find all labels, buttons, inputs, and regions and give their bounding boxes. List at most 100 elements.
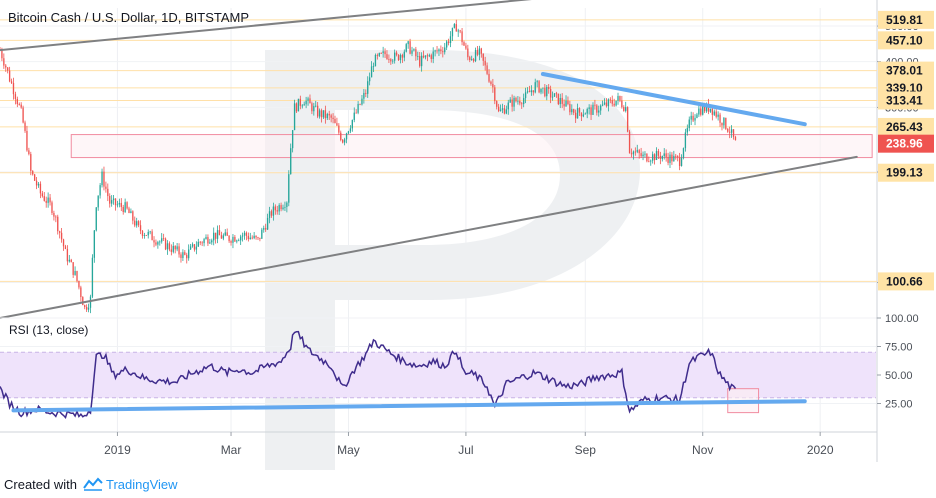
- time-tick-label: Mar: [221, 443, 242, 457]
- candle-body: [305, 100, 307, 105]
- candle-body: [257, 237, 259, 239]
- level-label-bg: [878, 91, 934, 110]
- candle-body: [207, 237, 209, 244]
- candle-body: [467, 48, 469, 58]
- candle-body: [609, 99, 611, 101]
- candle-body: [519, 100, 521, 104]
- candle-body: [365, 92, 367, 94]
- candle-body: [136, 221, 138, 226]
- candle-body: [295, 103, 298, 112]
- candle-body: [5, 65, 7, 68]
- candle-body: [444, 47, 446, 53]
- candle-body: [109, 196, 111, 204]
- level-label-bg: [878, 61, 934, 80]
- footer-prefix: Created with: [4, 476, 77, 492]
- candle-body: [411, 50, 413, 54]
- candle-body: [644, 153, 646, 155]
- candle-body: [651, 154, 654, 161]
- candle-body: [278, 205, 280, 212]
- candle-body: [636, 150, 638, 152]
- level-label-bg: [878, 10, 934, 29]
- candle-body: [172, 245, 174, 252]
- candle-body: [230, 241, 232, 243]
- candle-body: [251, 237, 253, 239]
- candle-body: [619, 96, 621, 101]
- candle-body: [191, 244, 194, 247]
- candle-body: [266, 217, 269, 230]
- trend-lines: [0, 0, 858, 319]
- candle-body: [623, 107, 625, 111]
- candle-body: [293, 103, 296, 131]
- candle-body: [594, 104, 596, 106]
- candle-body: [471, 59, 473, 61]
- candle-body: [107, 188, 109, 197]
- candle-body: [565, 100, 567, 107]
- candle-body: [28, 150, 30, 155]
- candle-body: [116, 204, 119, 206]
- candle-body: [607, 99, 610, 107]
- candle-body: [222, 235, 225, 239]
- candle-body: [60, 232, 63, 240]
- candle-body: [236, 240, 238, 242]
- watermark-r-shape: [265, 50, 640, 470]
- tradingview-logo-icon[interactable]: [83, 477, 103, 491]
- candle-body: [247, 235, 250, 240]
- candle-body: [166, 243, 169, 250]
- candle-body: [261, 229, 263, 239]
- candle-body: [549, 88, 552, 98]
- candle-body: [151, 231, 153, 241]
- candle-body: [478, 48, 481, 55]
- candle-body: [37, 183, 40, 186]
- candle-body: [95, 207, 97, 231]
- candle-body: [340, 132, 342, 140]
- candle-body: [700, 108, 702, 115]
- candle-body: [721, 122, 723, 126]
- candle-body: [338, 125, 340, 133]
- candle-body: [380, 53, 382, 54]
- candle-body: [534, 82, 536, 93]
- channel-lower-line: [0, 155, 858, 319]
- candle-body: [334, 119, 336, 124]
- candle-body: [112, 198, 115, 201]
- candle-body: [544, 87, 546, 97]
- candle-body: [76, 271, 78, 281]
- candle-body: [203, 239, 205, 244]
- candle-body: [646, 153, 648, 162]
- candle-body: [301, 105, 303, 107]
- candle-body: [394, 52, 396, 61]
- candle-body: [523, 98, 525, 105]
- candle-body: [361, 98, 363, 105]
- level-label-bg: [878, 31, 934, 50]
- time-tick-label: Nov: [692, 443, 713, 457]
- candle-body: [114, 198, 117, 206]
- candle-body: [182, 252, 184, 258]
- candle-body: [326, 113, 328, 119]
- candle-body: [101, 171, 103, 186]
- candle-body: [551, 96, 554, 98]
- candle-body: [397, 54, 400, 60]
- candle-body: [420, 55, 423, 67]
- candle-body: [642, 154, 644, 157]
- candle-body: [488, 73, 490, 82]
- candle-body: [268, 211, 271, 218]
- candle-body: [72, 262, 74, 275]
- candle-body: [297, 98, 300, 112]
- candle-body: [521, 103, 523, 105]
- candle-body: [245, 232, 248, 236]
- candle-body: [526, 91, 529, 93]
- candle-body: [180, 254, 182, 258]
- candle-body: [270, 211, 273, 216]
- candle-body: [74, 271, 76, 275]
- candle-body: [132, 211, 134, 221]
- candle-body: [723, 117, 725, 126]
- tradingview-link[interactable]: TradingView: [105, 476, 178, 492]
- candle-body: [259, 237, 261, 239]
- candle-body: [528, 91, 531, 93]
- candle-body: [290, 148, 292, 175]
- candle-body: [730, 129, 733, 133]
- candle-body: [205, 237, 207, 240]
- candle-body: [605, 102, 608, 107]
- candle-body: [216, 230, 219, 239]
- rsi-tick-label: 75.00: [885, 342, 913, 354]
- rsi-trend-line: [11, 399, 807, 413]
